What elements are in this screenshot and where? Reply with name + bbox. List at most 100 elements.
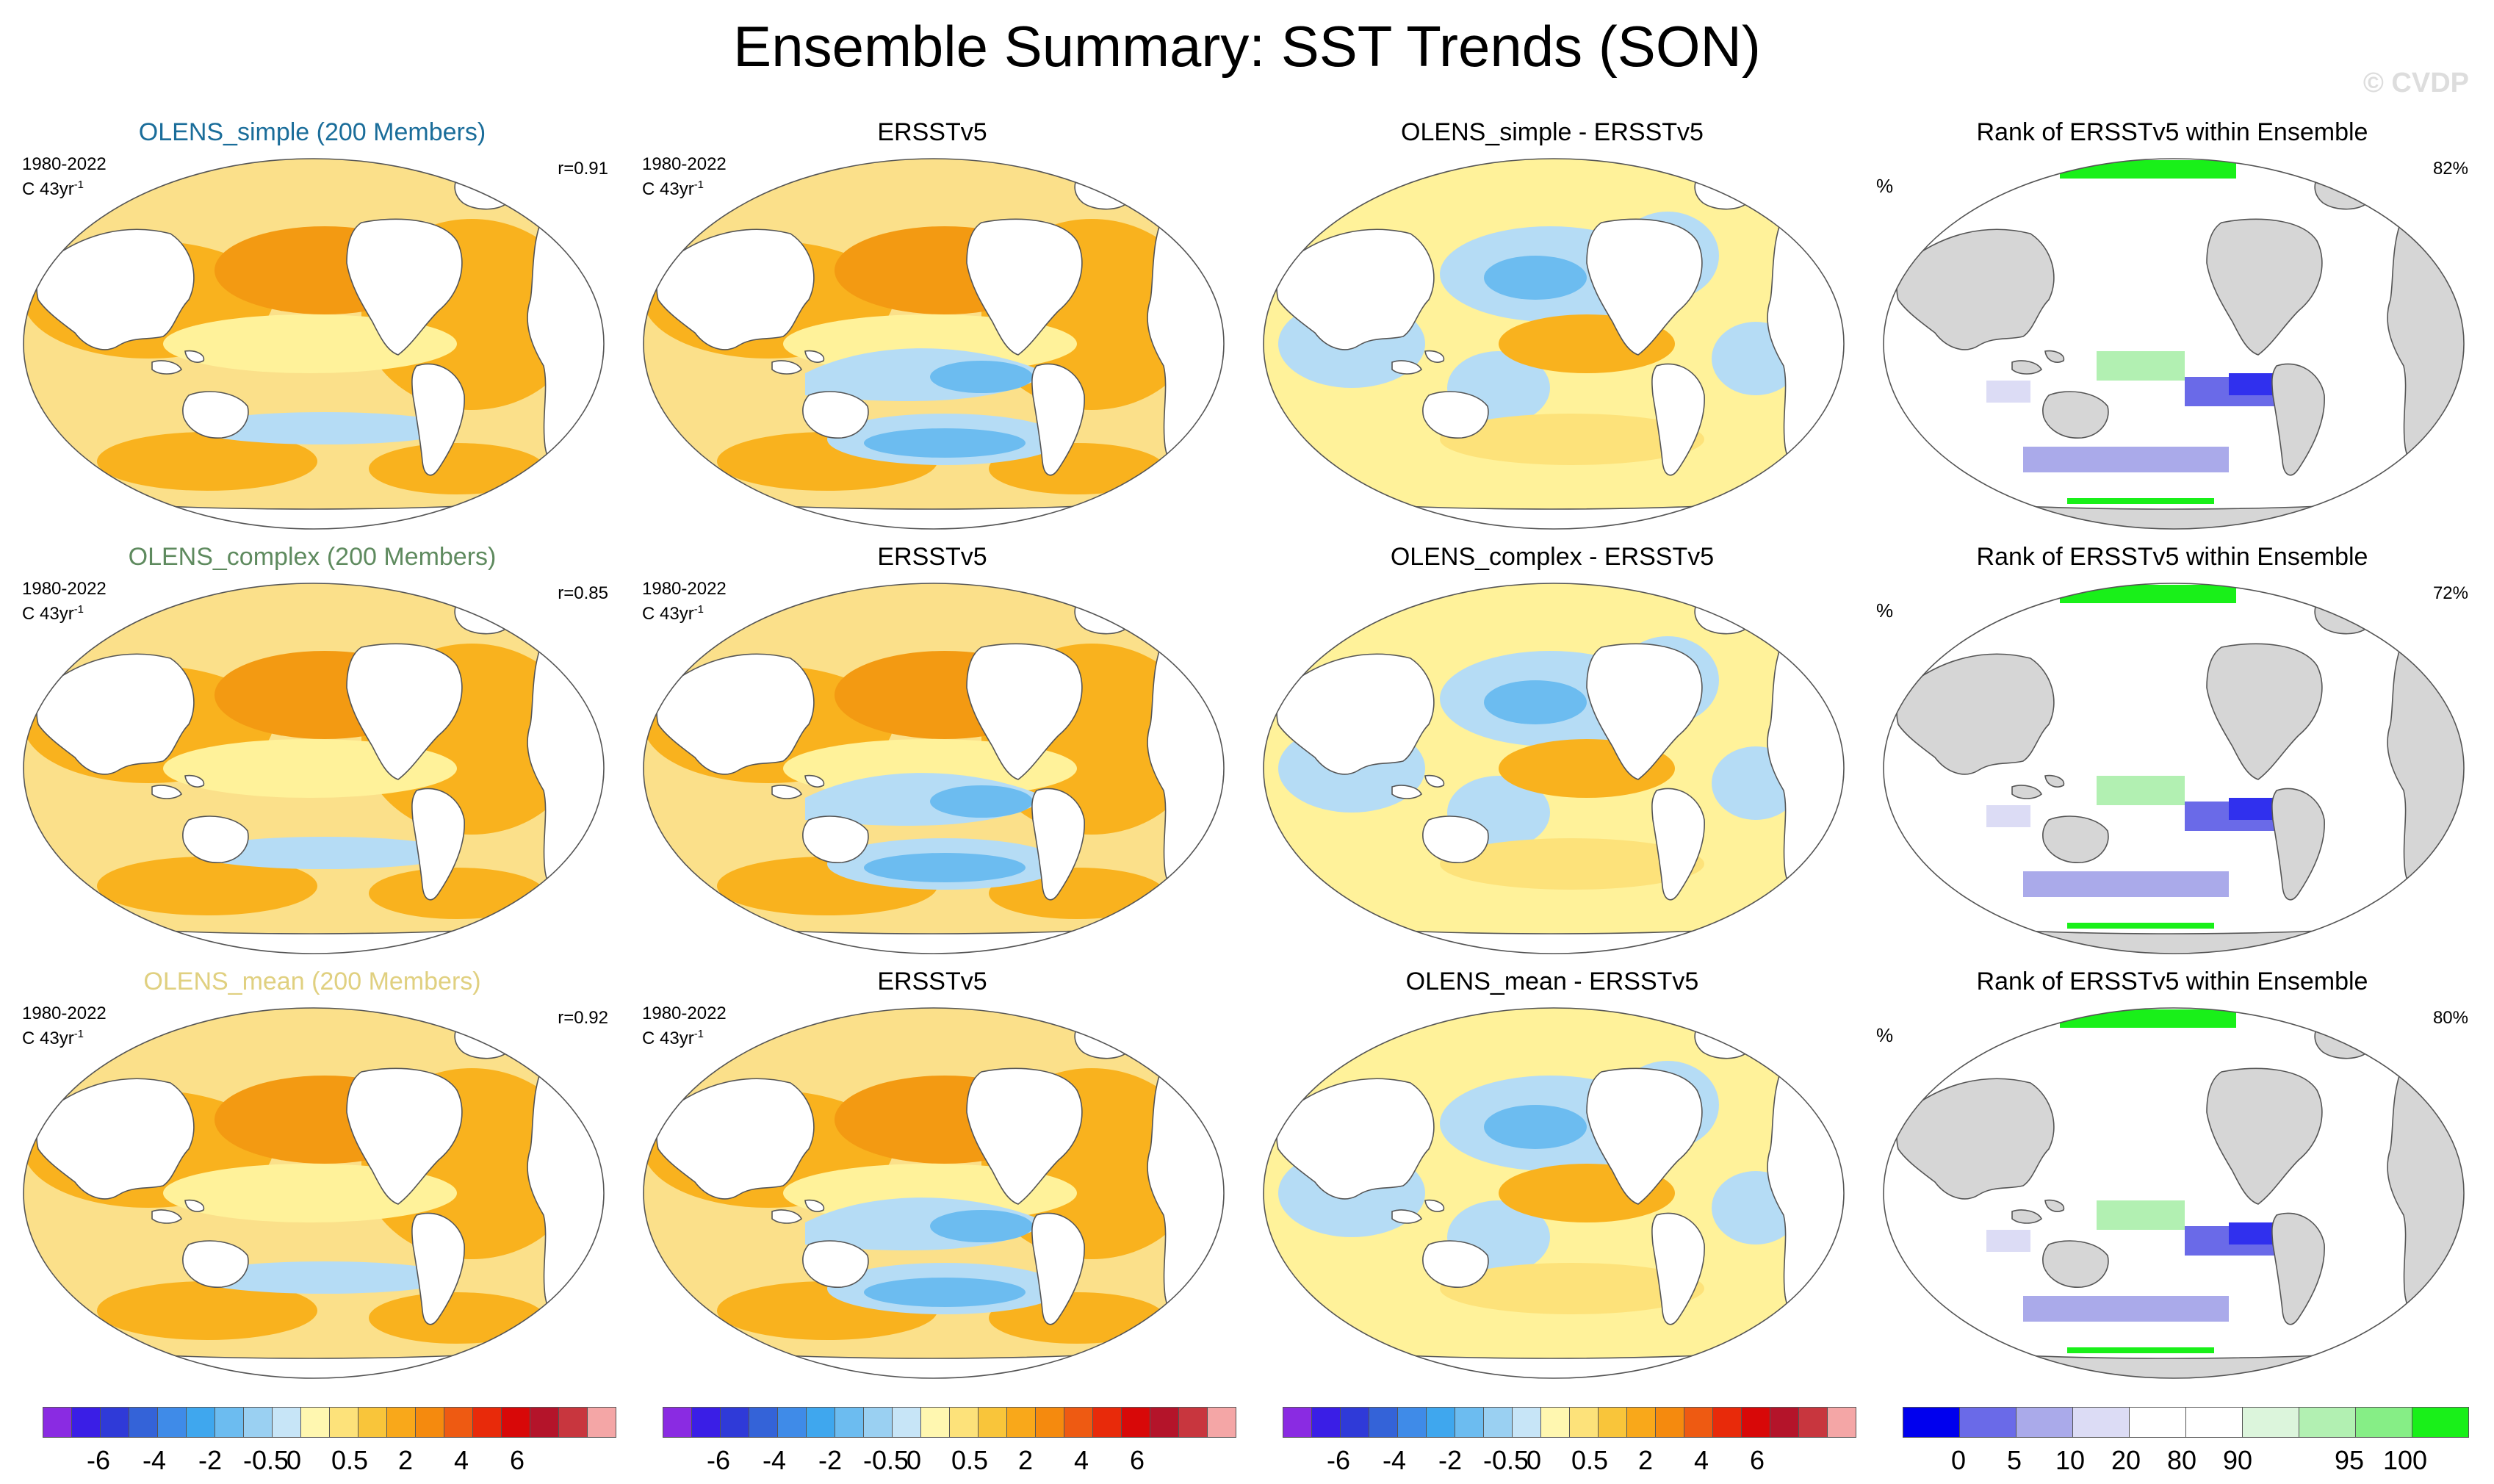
colorbar-swatch: [386, 1407, 416, 1438]
colorbar-swatch: [2016, 1407, 2073, 1438]
colorbar-swatch: [1178, 1407, 1208, 1438]
colorbar-swatch: [1770, 1407, 1799, 1438]
colorbar-swatch: [186, 1407, 215, 1438]
colorbar-swatch: [892, 1407, 921, 1438]
colorbar-rank: 0 5 10 20 80 90 95 100: [1903, 1407, 2469, 1480]
colorbar-swatch: [2072, 1407, 2130, 1438]
colorbar-observations: -6 -4 -2 -0.5 0 0.5 2 4 6: [663, 1407, 1236, 1480]
rank-percentage: 82%: [2432, 159, 2468, 179]
obs-map: [643, 1007, 1225, 1379]
colorbar-swatch: [1121, 1407, 1150, 1438]
colorbar-tick-label: -6: [1326, 1445, 1351, 1475]
colorbar-swatches: [1903, 1407, 2469, 1438]
colorbar-tick-label: 2: [1017, 1445, 1034, 1475]
colorbar-swatch: [949, 1407, 979, 1438]
colorbar-swatch: [663, 1407, 692, 1438]
colorbar-tick-label: 10: [2055, 1445, 2086, 1475]
colorbar-tick-label: -4: [142, 1445, 167, 1475]
colorbar-tick-label: 0.5: [331, 1445, 369, 1475]
units-label: C 43yr-1: [642, 603, 704, 624]
colorbar-swatch: [2299, 1407, 2356, 1438]
model-panel: OLENS_simple (200 Members) 1980-2022 C 43y…: [7, 118, 617, 540]
model-panel-title: OLENS_complex (200 Members): [128, 543, 497, 571]
colorbar-tick-label: 80: [2166, 1445, 2197, 1475]
rank-unit-label: %: [1876, 175, 1894, 197]
colorbar-swatch: [920, 1407, 950, 1438]
obs-map: [643, 583, 1225, 954]
colorbar-swatch: [1903, 1407, 1960, 1438]
colorbar-swatch: [2129, 1407, 2186, 1438]
colorbar-swatch: [1311, 1407, 1341, 1438]
colorbar-swatch: [863, 1407, 893, 1438]
rank-unit-label: %: [1876, 1024, 1894, 1046]
cvdp-watermark: © CVDP: [2363, 68, 2469, 98]
model-panel-title: OLENS_mean (200 Members): [143, 968, 481, 995]
period-label: 1980-2022: [22, 579, 107, 599]
diff-panel: OLENS_mean - ERSSTv5: [1247, 967, 1857, 1389]
obs-panel-title: ERSSTv5: [877, 968, 987, 995]
colorbar-swatches: [43, 1407, 616, 1438]
obs-panel-title: ERSSTv5: [877, 118, 987, 146]
colorbar-labels: -6 -4 -2 -0.5 0 0.5 2 4 6: [1283, 1445, 1841, 1475]
model-map: [23, 583, 605, 954]
diff-panel: OLENS_simple - ERSSTv5: [1247, 118, 1857, 540]
pattern-correlation: r=0.85: [558, 583, 608, 603]
colorbar-tick-label: 4: [1693, 1445, 1709, 1475]
colorbar-model: -6 -4 -2 -0.5 0 0.5 2 4 6: [43, 1407, 616, 1480]
model-map: [23, 158, 605, 530]
colorbar-swatch: [1283, 1407, 1312, 1438]
colorbar-tick-label: -2: [198, 1445, 223, 1475]
colorbar-tick-label: -4: [762, 1445, 787, 1475]
colorbar-labels: -6 -4 -2 -0.5 0 0.5 2 4 6: [663, 1445, 1221, 1475]
model-map: [23, 1007, 605, 1379]
colorbar-swatch: [329, 1407, 358, 1438]
colorbar-swatch: [530, 1407, 559, 1438]
colorbar-swatch: [300, 1407, 330, 1438]
colorbar-swatch: [1959, 1407, 2017, 1438]
colorbar-swatch: [501, 1407, 530, 1438]
rank-panel-title: Rank of ERSSTv5 within Ensemble: [1976, 118, 2368, 146]
obs-panel: ERSSTv5 1980-2022 C 43yr-1: [627, 542, 1237, 965]
colorbar-difference: -6 -4 -2 -0.5 0 0.5 2 4 6: [1283, 1407, 1856, 1480]
colorbar-swatch: [777, 1407, 807, 1438]
diff-panel-title: OLENS_simple - ERSSTv5: [1401, 118, 1704, 146]
colorbar-tick-label: 2: [1637, 1445, 1654, 1475]
colorbar-swatch: [1455, 1407, 1484, 1438]
diff-panel: OLENS_complex - ERSSTv5: [1247, 542, 1857, 965]
model-panel: OLENS_complex (200 Members) 1980-2022 C 43…: [7, 542, 617, 965]
diff-map: [1263, 583, 1845, 954]
rank-percentage: 72%: [2432, 583, 2468, 603]
colorbar-tick-label: 4: [1073, 1445, 1089, 1475]
colorbar-swatch: [71, 1407, 101, 1438]
main-title: Ensemble Summary: SST Trends (SON): [733, 14, 1761, 79]
colorbar-tick-label: 100: [2382, 1445, 2428, 1475]
colorbar-swatch: [835, 1407, 864, 1438]
colorbar-swatch: [1369, 1407, 1398, 1438]
colorbar-swatch: [1426, 1407, 1455, 1438]
colorbar-swatch: [129, 1407, 158, 1438]
rank-panel: Rank of ERSSTv5 within Ensemble% 82%: [1867, 118, 2477, 540]
colorbar-tick-label: -0.5: [242, 1445, 289, 1475]
colorbar-swatch: [444, 1407, 473, 1438]
obs-panel: ERSSTv5 1980-2022 C 43yr-1: [627, 118, 1237, 540]
rank-map: [1883, 583, 2465, 954]
rank-map: [1883, 1007, 2465, 1379]
diff-panel-title: OLENS_complex - ERSSTv5: [1390, 543, 1715, 571]
colorbar-tick-label: 0: [1526, 1445, 1542, 1475]
period-label: 1980-2022: [22, 1004, 107, 1023]
colorbar-swatch: [43, 1407, 72, 1438]
colorbar-tick-label: -2: [818, 1445, 843, 1475]
colorbar-tick-label: -6: [706, 1445, 731, 1475]
rank-panel-title: Rank of ERSSTv5 within Ensemble: [1976, 968, 2368, 995]
colorbar-tick-label: 6: [509, 1445, 525, 1475]
colorbar-swatches: [1283, 1407, 1856, 1438]
colorbar-labels: 0 5 10 20 80 90 95 100: [1903, 1445, 2461, 1475]
rank-panel: Rank of ERSSTv5 within Ensemble% 72%: [1867, 542, 2477, 965]
colorbar-swatch: [1598, 1407, 1627, 1438]
colorbar-swatch: [415, 1407, 444, 1438]
colorbar-tick-label: 5: [2006, 1445, 2022, 1475]
colorbar-swatch: [1741, 1407, 1770, 1438]
colorbar-swatch: [1483, 1407, 1513, 1438]
colorbar-swatch: [2412, 1407, 2469, 1438]
colorbar-tick-label: 95: [2334, 1445, 2365, 1475]
